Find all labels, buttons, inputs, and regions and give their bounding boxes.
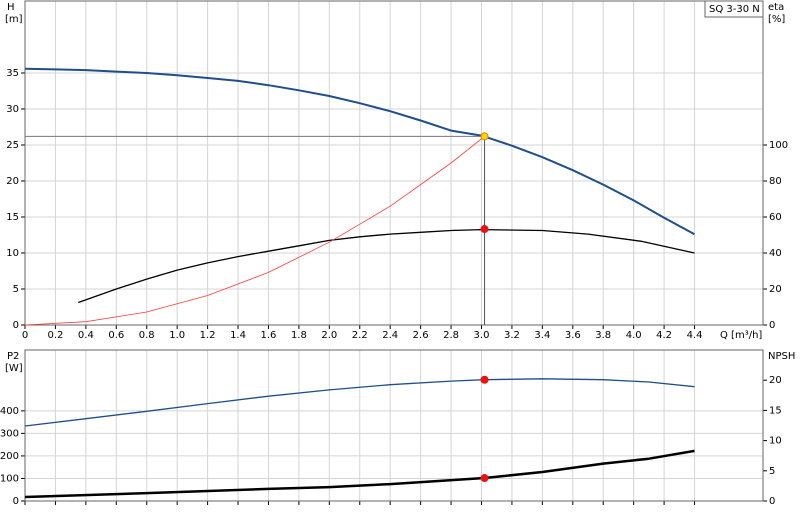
y-tick-label: 100 [0,473,19,484]
y-tick-label: 400 [0,406,19,417]
x-tick-label: 4.0 [626,330,642,341]
y2-tick-label: 80 [769,176,782,187]
x-tick-label: 4.2 [656,330,672,341]
x-tick-label: 2.4 [382,330,398,341]
x-tick-label: 3.6 [565,330,581,341]
curve [24,67,695,236]
plot-area [25,1,763,325]
x-tick-label: 1.4 [230,330,246,341]
curve [24,449,695,499]
y2-axis-label: eta [768,2,784,13]
y-axis-label: P2 [7,351,19,362]
annotation: SQ 3-30 N [709,4,760,15]
x-tick-label: 0.4 [78,330,94,341]
y2-tick-label: 0 [769,496,775,507]
x-axis-label: Q [m³/h] [720,330,762,341]
y2-tick-label: 5 [769,466,775,477]
x-tick-label: 1.0 [169,330,185,341]
y-axis-unit: [m] [5,14,23,25]
x-tick-label: 1.2 [200,330,216,341]
curve [24,136,485,326]
y-tick-label: 20 [6,176,19,187]
x-tick-label: 1.6 [261,330,277,341]
annotation-box [704,0,764,18]
y2-tick-label: 20 [769,375,782,386]
x-tick-label: 2.0 [321,330,337,341]
y2-tick-label: 0 [769,320,775,331]
y-tick-label: 5 [13,284,19,295]
curve [78,228,695,304]
y-axis-unit: [W] [5,363,23,374]
x-tick-label: 0.6 [108,330,124,341]
x-tick-label: 3.8 [595,330,611,341]
y-tick-label: 0 [13,320,19,331]
y-tick-label: 10 [6,248,19,259]
x-tick-label: 0.2 [47,330,63,341]
x-tick-label: 2.6 [413,330,429,341]
y-tick-label: 25 [6,140,19,151]
x-tick-label: 3.2 [504,330,520,341]
y2-tick-label: 60 [769,212,782,223]
operating-point [480,225,489,234]
y-tick-label: 300 [0,428,19,439]
y2-tick-label: 20 [769,284,782,295]
operating-point [480,474,489,483]
y2-tick-label: 40 [769,248,782,259]
y2-axis-unit: [%] [768,14,785,25]
y2-axis-label: NPSH [768,351,795,362]
plot-frame [24,0,764,326]
y-tick-label: 35 [6,68,19,79]
x-tick-label: 3.0 [474,330,490,341]
y-tick-label: 0 [13,496,19,507]
y-axis-label: H [7,2,15,13]
x-tick-label: 2.2 [352,330,368,341]
plot-area [25,350,763,501]
y-tick-label: 30 [6,104,19,115]
y2-tick-label: 10 [769,436,782,447]
y2-tick-label: 15 [769,405,782,416]
curve [24,378,695,427]
y-tick-label: 15 [6,212,19,223]
x-tick-label: 0.8 [139,330,155,341]
x-tick-label: 2.8 [443,330,459,341]
operating-point [480,375,489,384]
x-tick-label: 1.8 [291,330,307,341]
y2-tick-label: 100 [769,140,788,151]
y-tick-label: 200 [0,451,19,462]
x-tick-label: 3.4 [534,330,550,341]
operating-point [480,132,489,141]
x-tick-label: 4.4 [687,330,703,341]
x-tick-label: 0 [22,330,28,341]
